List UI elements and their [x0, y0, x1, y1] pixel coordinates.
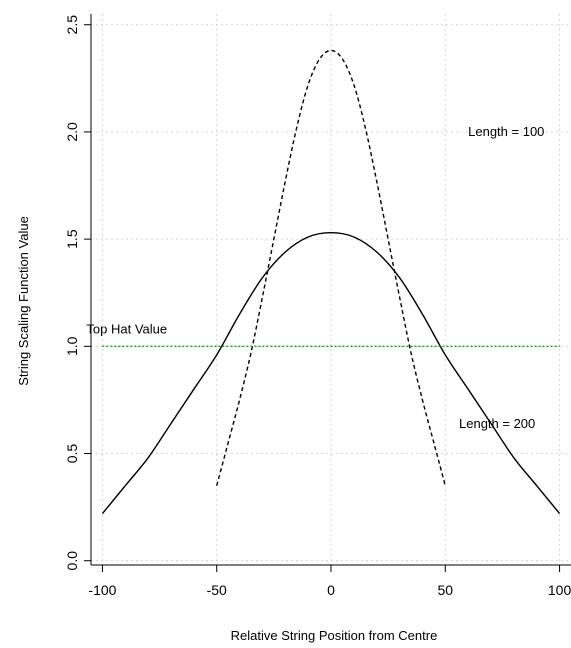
x-tick-label-4: 100 [548, 582, 571, 598]
axes: -100 -50 0 50 100 0.0 0.5 1.0 1.5 2.0 2.5 [64, 14, 571, 598]
x-tick-label-0: -100 [88, 582, 116, 598]
grid [91, 14, 571, 565]
y-tick-label-5: 2.5 [64, 15, 80, 35]
y-tick-label-1: 0.5 [64, 444, 80, 464]
series-layer [101, 49, 561, 514]
annotation-2: Top Hat Value [86, 321, 167, 336]
y-axis-label: String Scaling Function Value [16, 216, 31, 386]
annotations: Length = 100 Length = 200 Top Hat Value [86, 124, 544, 431]
series-line-0 [101, 231, 561, 514]
x-axis-label: Relative String Position from Centre [231, 628, 438, 643]
y-tick-label-3: 1.5 [64, 229, 80, 249]
annotation-1: Length = 200 [459, 416, 535, 431]
x-tick-label-1: -50 [207, 582, 227, 598]
x-tick-label-2: 0 [327, 582, 335, 598]
x-tick-label-3: 50 [437, 582, 453, 598]
y-tick-label-2: 1.0 [64, 336, 80, 356]
annotation-0: Length = 100 [468, 124, 544, 139]
y-tick-label-4: 2.0 [64, 122, 80, 142]
y-tick-label-0: 0.0 [64, 551, 80, 571]
